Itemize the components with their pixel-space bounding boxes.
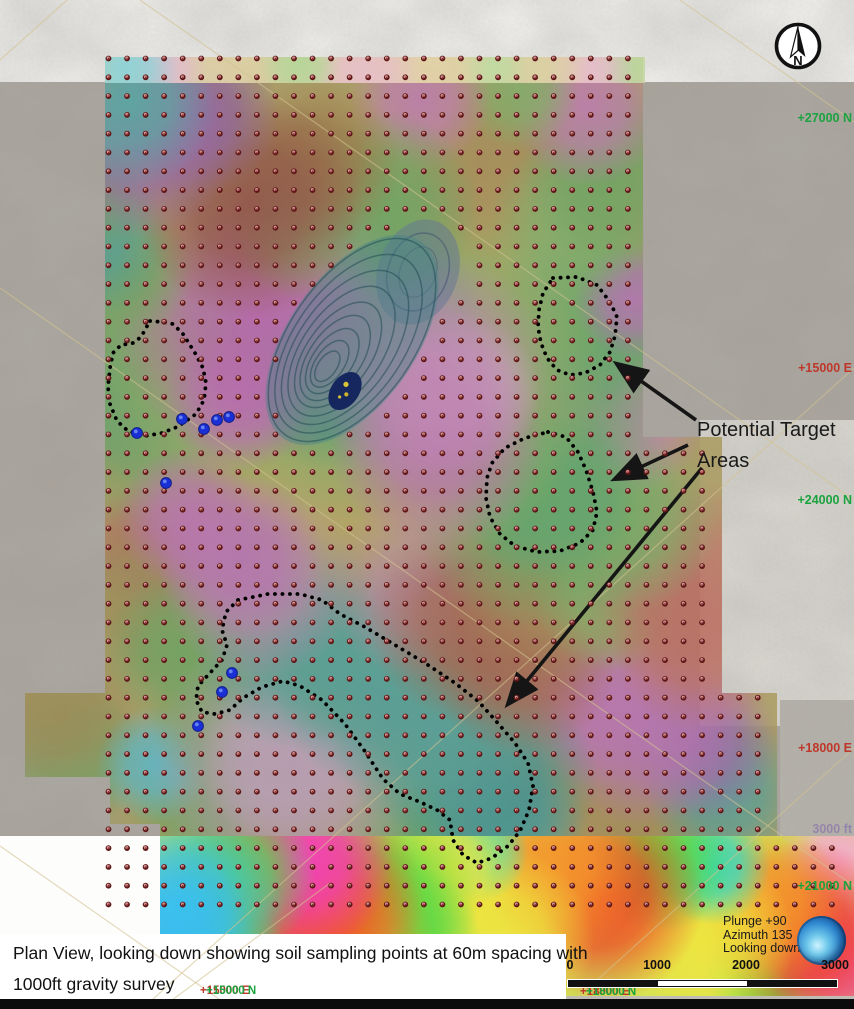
bottom-black-bar	[0, 999, 854, 1009]
scale-segment	[568, 980, 657, 987]
view-orientation-info: Plunge +90 Azimuth 135 Looking down	[723, 914, 801, 956]
north-arrow-compass: N	[774, 22, 822, 70]
target-label-line1: Potential Target	[697, 419, 836, 441]
azimuth-value: Azimuth 135	[723, 927, 793, 942]
scale-segment	[748, 980, 837, 987]
scale-tick: 0	[566, 958, 574, 972]
orientation-sphere-icon	[797, 916, 846, 965]
target-label-line2: Areas	[697, 450, 750, 472]
figure-caption: Plan View, looking down showing soil sam…	[13, 938, 588, 1000]
scale-tick: 2000	[732, 958, 760, 972]
scale-tick: 3000	[821, 958, 849, 972]
plunge-value: Plunge +90	[723, 914, 787, 928]
open-pit-feature	[265, 219, 460, 445]
caption-line1: Plan View, looking down showing soil sam…	[13, 943, 588, 963]
caption-line2: 1000ft gravity survey	[13, 974, 175, 994]
compass-n-label: N	[793, 53, 802, 68]
scale-bar: 0 1000 2000 3000	[561, 958, 849, 992]
soil-sample-dot-grid	[105, 55, 835, 908]
scale-bar-line	[567, 979, 838, 988]
looking-value: Looking down	[723, 941, 801, 955]
caption-white-box	[0, 934, 566, 1009]
highlighted-sample-dots	[131, 411, 238, 732]
scale-tick: 1000	[643, 958, 671, 972]
compass-needle-dark	[798, 26, 806, 57]
potential-target-outlines	[106, 275, 619, 866]
pit-pond	[328, 372, 362, 410]
compass-needle-light	[789, 26, 799, 59]
potential-target-areas-label: Potential Target Areas	[697, 415, 836, 477]
scale-segment	[657, 980, 748, 987]
